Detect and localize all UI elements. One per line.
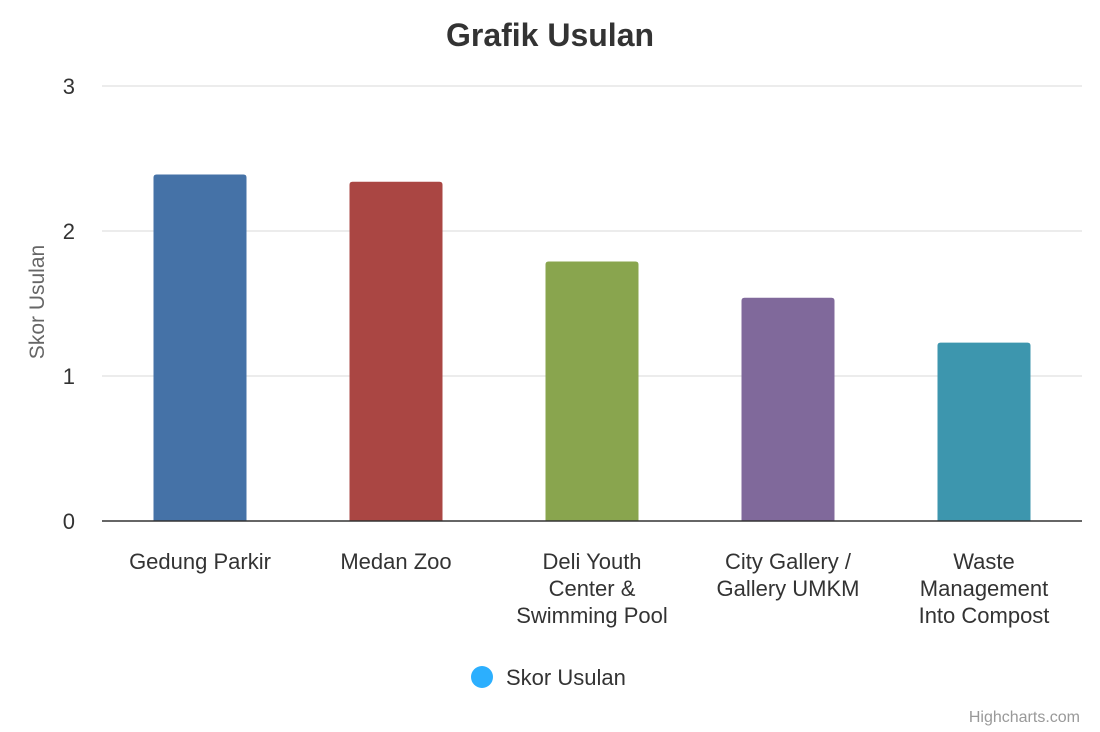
bar-city-gallery-gallery-umkm[interactable] (741, 297, 835, 521)
x-tick-label-line: Deli Youth (542, 549, 641, 574)
legend-item-skor-usulan[interactable]: Skor Usulan (506, 665, 626, 690)
y-tick-label: 3 (63, 74, 75, 99)
bar-gedung-parkir[interactable] (153, 174, 247, 521)
x-tick-label-line: Center & (549, 576, 636, 601)
bar-waste-management-into-compost[interactable] (937, 342, 1031, 521)
x-tick-label-line: City Gallery / (725, 549, 852, 574)
x-tick-label: Gedung Parkir (129, 549, 271, 574)
x-tick-label: Medan Zoo (340, 549, 451, 574)
bars (153, 174, 1031, 521)
x-tick-label-line: Swimming Pool (516, 603, 668, 628)
x-tick-label-line: Waste (953, 549, 1015, 574)
y-tick-label: 2 (63, 219, 75, 244)
bar-deli-youth-center-swimming-pool[interactable] (545, 261, 639, 521)
x-tick-label-line: Into Compost (919, 603, 1050, 628)
chart-title: Grafik Usulan (446, 17, 654, 53)
x-tick-label-line: Medan Zoo (340, 549, 451, 574)
bar-medan-zoo[interactable] (349, 181, 443, 521)
x-axis-ticks: Gedung Parkir Medan Zoo Deli Youth Center &… (129, 549, 1049, 628)
y-axis-label: Skor Usulan (26, 245, 49, 359)
x-tick-label: City Gallery / Gallery UMKM (716, 549, 859, 601)
x-tick-label-line: Gallery UMKM (716, 576, 859, 601)
y-tick-label: 1 (63, 364, 75, 389)
legend[interactable]: Skor Usulan (471, 665, 626, 690)
x-tick-label: Deli Youth Center & Swimming Pool (516, 549, 668, 628)
credits-link[interactable]: Highcharts.com (969, 709, 1080, 726)
x-tick-label-line: Management (920, 576, 1048, 601)
y-tick-label: 0 (63, 509, 75, 534)
x-tick-label-line: Gedung Parkir (129, 549, 271, 574)
y-axis-ticks: 0 1 2 3 (63, 74, 75, 534)
legend-marker[interactable] (471, 666, 493, 688)
x-tick-label: Waste Management Into Compost (919, 549, 1050, 628)
